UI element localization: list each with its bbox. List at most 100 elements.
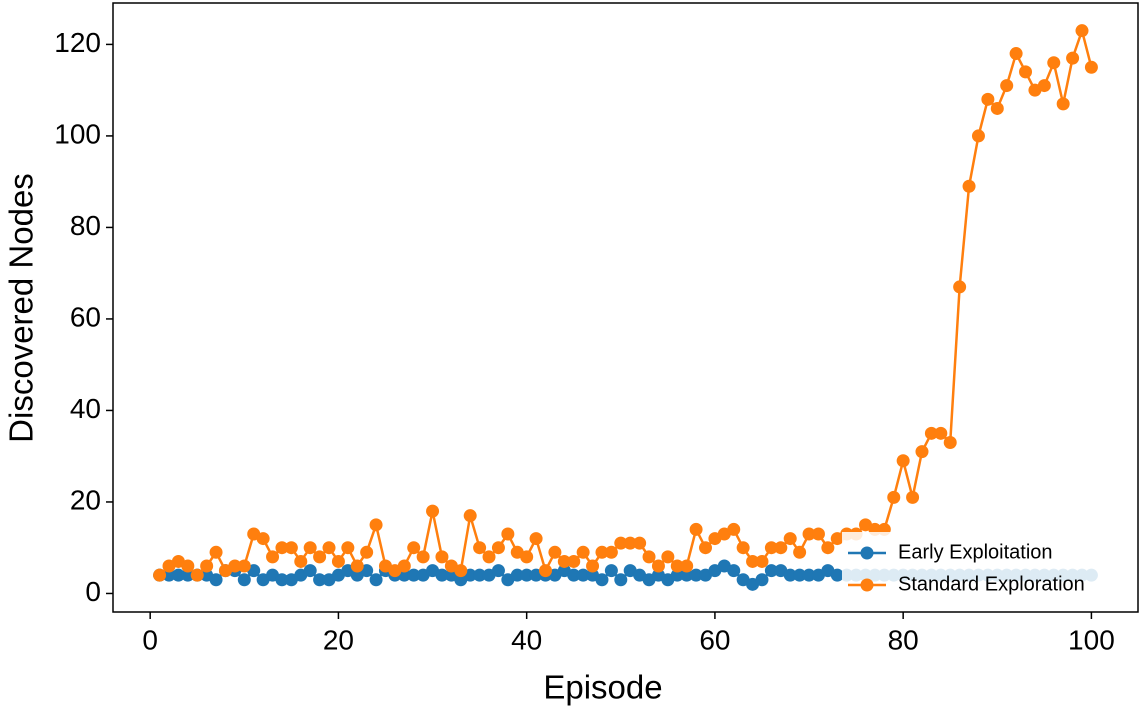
y-tick-label: 80 (70, 210, 101, 241)
point (906, 490, 920, 504)
point (990, 101, 1004, 115)
x-tick-label: 40 (511, 624, 542, 655)
point (331, 554, 345, 568)
legend-label: Standard Exploration (898, 573, 1085, 595)
point (1037, 79, 1051, 93)
point (830, 568, 844, 582)
point (915, 445, 929, 459)
point (576, 545, 590, 559)
point (1009, 47, 1023, 61)
x-tick-label: 0 (142, 624, 158, 655)
point (981, 92, 995, 106)
point (520, 550, 534, 564)
point (548, 545, 562, 559)
point (266, 550, 280, 564)
point (322, 541, 336, 555)
point (614, 573, 628, 587)
point (510, 568, 524, 582)
point (284, 541, 298, 555)
point (971, 129, 985, 143)
point (350, 559, 364, 573)
point (774, 541, 788, 555)
point (454, 564, 468, 578)
point (416, 550, 430, 564)
point (595, 545, 609, 559)
point (680, 559, 694, 573)
point (614, 536, 628, 550)
point (793, 568, 807, 582)
x-tick-label: 60 (699, 624, 730, 655)
point (783, 568, 797, 582)
point (680, 568, 694, 582)
point (953, 280, 967, 294)
series-line (158, 26, 1093, 577)
y-tick-label: 40 (70, 393, 101, 424)
point (275, 573, 289, 587)
point (209, 545, 223, 559)
legend-label: Early Exploitation (898, 541, 1053, 563)
y-tick-label: 60 (70, 301, 101, 332)
point (604, 564, 618, 578)
point (661, 550, 675, 564)
point (943, 435, 957, 449)
point (802, 568, 816, 582)
point (821, 541, 835, 555)
point (303, 541, 317, 555)
point (604, 545, 618, 559)
point (435, 550, 449, 564)
point (473, 541, 487, 555)
point (1084, 60, 1098, 74)
point (670, 559, 684, 573)
point (407, 568, 421, 582)
point (209, 573, 223, 587)
point (962, 179, 976, 193)
point (275, 541, 289, 555)
point (1075, 24, 1089, 38)
point (181, 559, 195, 573)
point (463, 509, 477, 523)
point (727, 564, 741, 578)
point (529, 532, 543, 546)
point (473, 568, 487, 582)
point (256, 532, 270, 546)
point (1066, 51, 1080, 65)
point (162, 568, 176, 582)
point (755, 554, 769, 568)
point (755, 573, 769, 587)
point (294, 554, 308, 568)
point (426, 504, 440, 518)
x-tick-label: 80 (888, 624, 919, 655)
point (623, 536, 637, 550)
point (397, 559, 411, 573)
point (228, 559, 242, 573)
point (1056, 97, 1070, 111)
point (360, 545, 374, 559)
point (793, 545, 807, 559)
x-tick-label: 100 (1068, 624, 1115, 655)
point (1019, 65, 1033, 79)
point (501, 527, 515, 541)
point (802, 527, 816, 541)
point (491, 541, 505, 555)
point (811, 527, 825, 541)
point (520, 568, 534, 582)
point (689, 568, 703, 582)
point (586, 559, 600, 573)
point (764, 564, 778, 578)
point (557, 554, 571, 568)
point (407, 541, 421, 555)
point (896, 454, 910, 468)
point (689, 522, 703, 536)
point (482, 550, 496, 564)
point (746, 554, 760, 568)
point (642, 550, 656, 564)
point (727, 522, 741, 536)
plot-frame (112, 2, 1139, 613)
point (1000, 79, 1014, 93)
point (699, 541, 713, 555)
point (237, 573, 251, 587)
point (303, 564, 317, 578)
point (783, 532, 797, 546)
